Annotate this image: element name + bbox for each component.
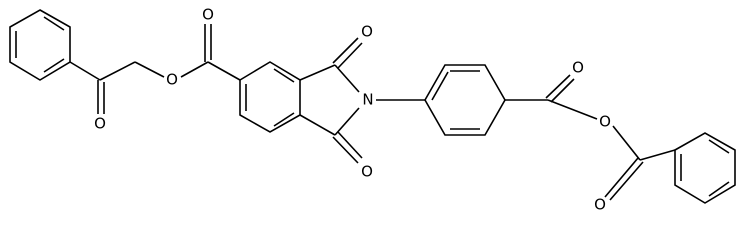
bond	[69, 61, 101, 81]
atom-label: O	[572, 59, 584, 77]
double-bond	[273, 112, 295, 127]
bond	[299, 64, 336, 81]
bond	[207, 61, 241, 81]
atom-labels: O O O O N O O O O	[94, 6, 611, 214]
bond	[334, 64, 360, 93]
double-bond	[550, 78, 575, 103]
atom-label: O	[361, 163, 373, 181]
bond	[639, 149, 676, 161]
double-bond	[273, 68, 295, 83]
atom-label: O	[594, 196, 606, 214]
atom-label: O	[361, 23, 373, 41]
bond	[545, 74, 571, 99]
atom-label: O	[599, 113, 611, 131]
double-bond	[43, 58, 65, 73]
bond	[299, 114, 336, 136]
atom-label: O	[166, 71, 178, 89]
bond	[134, 61, 165, 78]
double-bond	[708, 181, 730, 197]
atom-label: O	[202, 6, 214, 24]
bond	[332, 37, 359, 64]
bond	[332, 136, 359, 164]
double-bond	[431, 71, 449, 101]
atom-label: O	[94, 115, 106, 133]
phenyl-ring	[674, 132, 736, 204]
phenylene-ring	[424, 64, 506, 136]
bond	[547, 99, 598, 120]
phenyl-ring	[9, 9, 71, 81]
benzene-ring	[239, 61, 301, 133]
bond	[180, 61, 209, 78]
bonds	[9, 9, 736, 204]
bond	[612, 125, 641, 161]
double-bond	[337, 42, 363, 69]
atom-label: N	[362, 91, 373, 109]
molecule: O O O O N O O O O	[9, 6, 736, 214]
double-bond	[609, 161, 644, 201]
bond	[334, 107, 360, 136]
double-bond	[337, 131, 363, 159]
bond	[99, 61, 136, 81]
double-bond	[43, 16, 65, 31]
bond	[604, 157, 639, 198]
double-bond	[708, 139, 730, 154]
